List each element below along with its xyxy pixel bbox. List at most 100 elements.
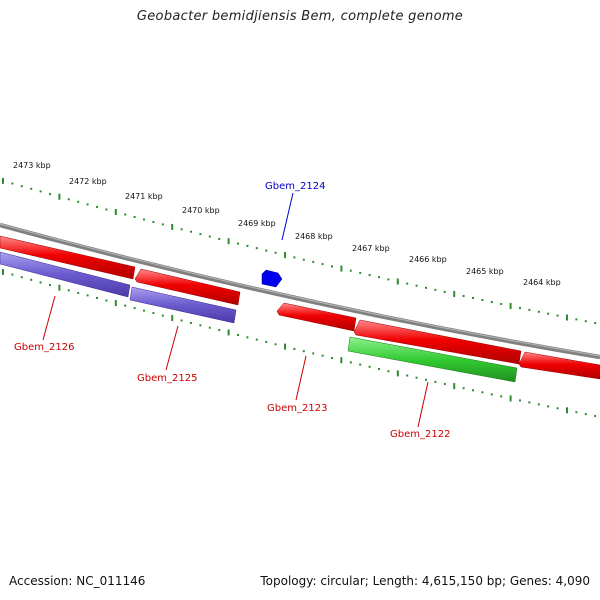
scale-minor-tick — [237, 242, 239, 245]
feature-gbem-2124-arrow[interactable] — [261, 269, 283, 288]
scale-minor-tick — [20, 185, 23, 188]
scale-minor-tick — [152, 221, 155, 223]
scale-minor-tick — [30, 187, 33, 190]
cds-gbem-2122-bar[interactable] — [347, 336, 518, 383]
scale-minor-tick — [96, 205, 98, 208]
scale-minor-tick — [547, 405, 550, 408]
gene-labels: Gbem_2124 Gbem_2126 Gbem_2125 Gbem_2123 … — [14, 181, 450, 440]
scale-minor-tick — [180, 319, 183, 322]
gene-label-gbem-2126[interactable]: Gbem_2126 — [14, 342, 74, 353]
scale-label: 2468 kbp — [295, 232, 333, 241]
scale-minor-tick — [443, 383, 446, 385]
scale-minor-tick — [425, 378, 427, 381]
gene-label-gbem-2124[interactable]: Gbem_2124 — [265, 181, 325, 192]
inner-scale-ring — [2, 268, 597, 417]
scale-major-tick — [396, 370, 399, 377]
scale-minor-tick — [274, 251, 277, 254]
cds-gbem-2126-red-arrow[interactable] — [134, 268, 241, 306]
scale-minor-tick — [331, 265, 333, 268]
scale-minor-tick — [39, 281, 42, 284]
scale-label: 2472 kbp — [69, 177, 107, 186]
scale-minor-tick — [218, 237, 221, 240]
scale-minor-tick — [133, 307, 136, 310]
scale-minor-tick — [378, 368, 380, 370]
scale-minor-tick — [96, 297, 98, 299]
scale-minor-tick — [246, 244, 249, 247]
scale-minor-tick — [124, 213, 127, 216]
scale-minor-tick — [199, 324, 202, 327]
outer-scale-ring — [2, 177, 597, 325]
scale-minor-tick — [537, 310, 540, 313]
scale-minor-tick — [528, 401, 531, 404]
cds-gbem-2125-bar[interactable] — [129, 286, 237, 324]
scale-major-tick — [453, 383, 456, 390]
scale-minor-tick — [584, 413, 587, 416]
scale-minor-tick — [387, 370, 390, 373]
scale-minor-tick — [462, 387, 465, 390]
scale-minor-tick — [20, 276, 23, 279]
cds-gbem-2123-arrow[interactable] — [276, 302, 357, 332]
scale-minor-tick — [208, 326, 211, 329]
scale-major-tick — [171, 315, 174, 321]
gene-label-gbem-2123[interactable]: Gbem_2123 — [267, 403, 327, 414]
scale-minor-tick — [519, 306, 521, 309]
scale-minor-tick — [594, 322, 597, 325]
scale-minor-tick — [67, 289, 70, 292]
scale-label: 2464 kbp — [523, 278, 561, 287]
scale-minor-tick — [434, 288, 437, 291]
scale-minor-tick — [105, 299, 108, 302]
scale-minor-tick — [180, 228, 183, 231]
scale-major-tick — [340, 357, 343, 364]
scale-label: 2469 kbp — [238, 219, 276, 228]
scale-minor-tick — [556, 407, 559, 410]
scale-minor-tick — [406, 374, 409, 377]
cds-gbem-2127-arrow[interactable] — [0, 235, 136, 280]
scale-minor-tick — [387, 278, 390, 281]
scale-minor-tick — [255, 247, 258, 250]
scale-minor-tick — [331, 357, 333, 359]
scale-major-tick — [566, 314, 568, 321]
scale-minor-tick — [312, 352, 315, 355]
scale-minor-tick — [190, 230, 192, 233]
scale-minor-tick — [472, 389, 474, 392]
scale-minor-tick — [537, 403, 540, 406]
scale-minor-tick — [86, 294, 89, 297]
scale-minor-tick — [378, 276, 380, 279]
scale-minor-tick — [152, 312, 155, 315]
scale-major-tick — [58, 284, 61, 291]
scale-minor-tick — [11, 273, 14, 276]
scale-minor-tick — [462, 295, 465, 297]
scale-minor-tick — [49, 284, 51, 287]
scale-minor-tick — [584, 320, 587, 323]
scale-minor-tick — [133, 216, 136, 218]
scale-minor-tick — [312, 260, 315, 263]
scale-label: 2473 kbp — [13, 161, 51, 170]
map-title: Geobacter bemidjiensis Bem, complete gen… — [136, 9, 464, 24]
scale-minor-tick — [190, 321, 192, 324]
scale-minor-tick — [519, 399, 521, 402]
scale-major-tick — [566, 407, 568, 414]
scale-minor-tick — [11, 182, 14, 185]
gene-label-gbem-2125[interactable]: Gbem_2125 — [137, 373, 197, 384]
scale-label: 2467 kbp — [352, 244, 390, 253]
scale-minor-tick — [349, 269, 352, 272]
gene-features — [0, 235, 600, 383]
scale-label: 2470 kbp — [182, 206, 220, 215]
cds-gbem-2122-red-arrow[interactable] — [353, 319, 522, 365]
scale-minor-tick — [359, 271, 362, 274]
cds-gbem-2121-arrow[interactable] — [518, 351, 600, 380]
scale-minor-tick — [321, 354, 324, 357]
gene-label-gbem-2122[interactable]: Gbem_2122 — [390, 429, 450, 440]
scale-minor-tick — [265, 249, 268, 252]
scale-minor-tick — [86, 203, 89, 206]
scale-major-tick — [58, 193, 61, 200]
scale-minor-tick — [77, 200, 80, 203]
scale-labels: 2473 kbp 2472 kbp 2471 kbp 2470 kbp 2469… — [13, 161, 561, 287]
scale-minor-tick — [199, 233, 202, 236]
scale-label: 2465 kbp — [466, 267, 504, 276]
cds-gbem-2126-bar[interactable] — [0, 251, 131, 298]
scale-major-tick — [2, 177, 4, 184]
scale-minor-tick — [302, 350, 305, 353]
scale-major-tick — [114, 209, 117, 215]
scale-major-tick — [340, 265, 343, 272]
